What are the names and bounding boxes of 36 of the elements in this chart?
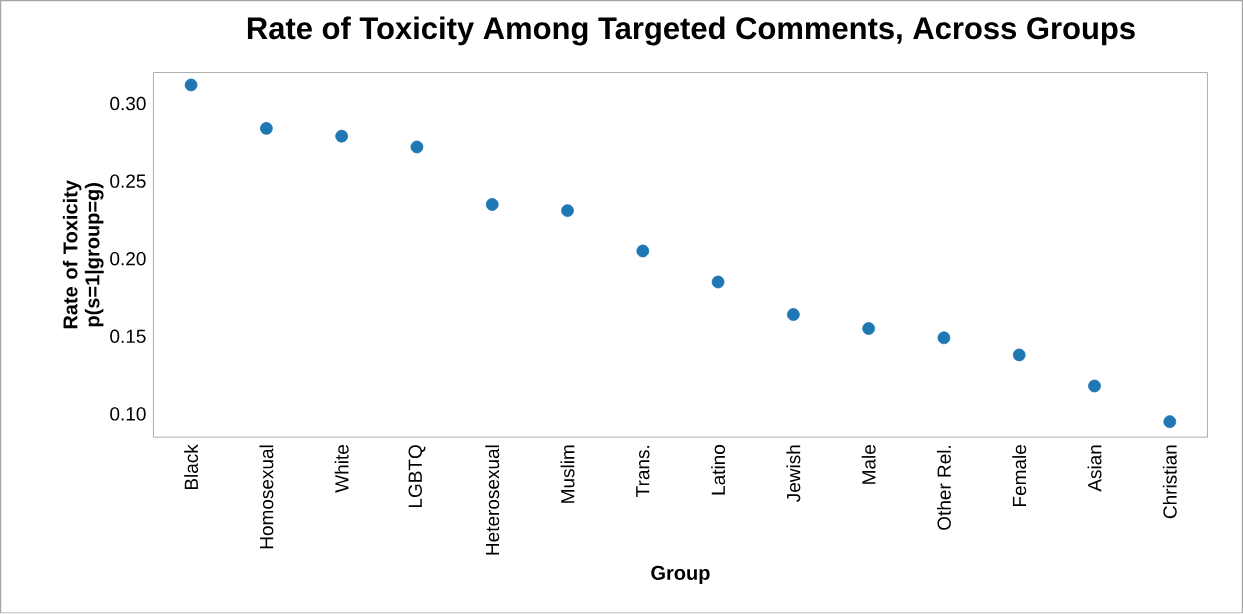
x-tick-label: LGBTQ: [408, 445, 426, 508]
point: [937, 331, 951, 345]
x-tick-label: Trans.: [636, 446, 650, 498]
x-tick-label: Heterosexual: [485, 445, 500, 555]
y-tick-label: 0.20: [110, 252, 146, 266]
x-tick-label: Muslim: [560, 445, 575, 503]
x-tick-label: White: [334, 445, 349, 493]
point: [485, 198, 499, 212]
chart-title: Rate of Toxicity Among Targeted Comments, Across Groups: [247, 16, 1135, 46]
point: [335, 129, 349, 143]
point: [1012, 348, 1026, 362]
point: [636, 244, 650, 258]
point: [184, 78, 198, 92]
y-tick-label: 0.25: [110, 174, 146, 189]
y-tick-label: 0.30: [110, 97, 146, 111]
x-tick-label: Black: [184, 444, 199, 490]
x-axis-title: Group: [651, 566, 710, 585]
x-tick-label: Jewish: [786, 445, 801, 503]
y-tick-label: 0.10: [110, 407, 146, 421]
point: [862, 322, 876, 336]
x-tick-label: Homosexual: [259, 445, 274, 549]
point: [711, 275, 725, 289]
x-tick-label: Other Rel.: [936, 446, 951, 531]
point: [561, 204, 574, 218]
point: [410, 140, 424, 154]
x-tick-label: Christian: [1162, 445, 1177, 519]
x-tick-label: Female: [1012, 445, 1027, 507]
point: [1088, 379, 1101, 393]
point: [786, 308, 800, 322]
y-tick-label: 0.15: [110, 329, 146, 344]
point: [1163, 415, 1177, 429]
x-tick-label: Male: [861, 445, 876, 484]
x-tick-label: Asian: [1087, 445, 1102, 492]
x-tick-label: Latino: [711, 445, 726, 495]
y-axis-title: Rate of Toxicity p(s=1|group=g): [62, 180, 104, 329]
point: [259, 122, 273, 135]
